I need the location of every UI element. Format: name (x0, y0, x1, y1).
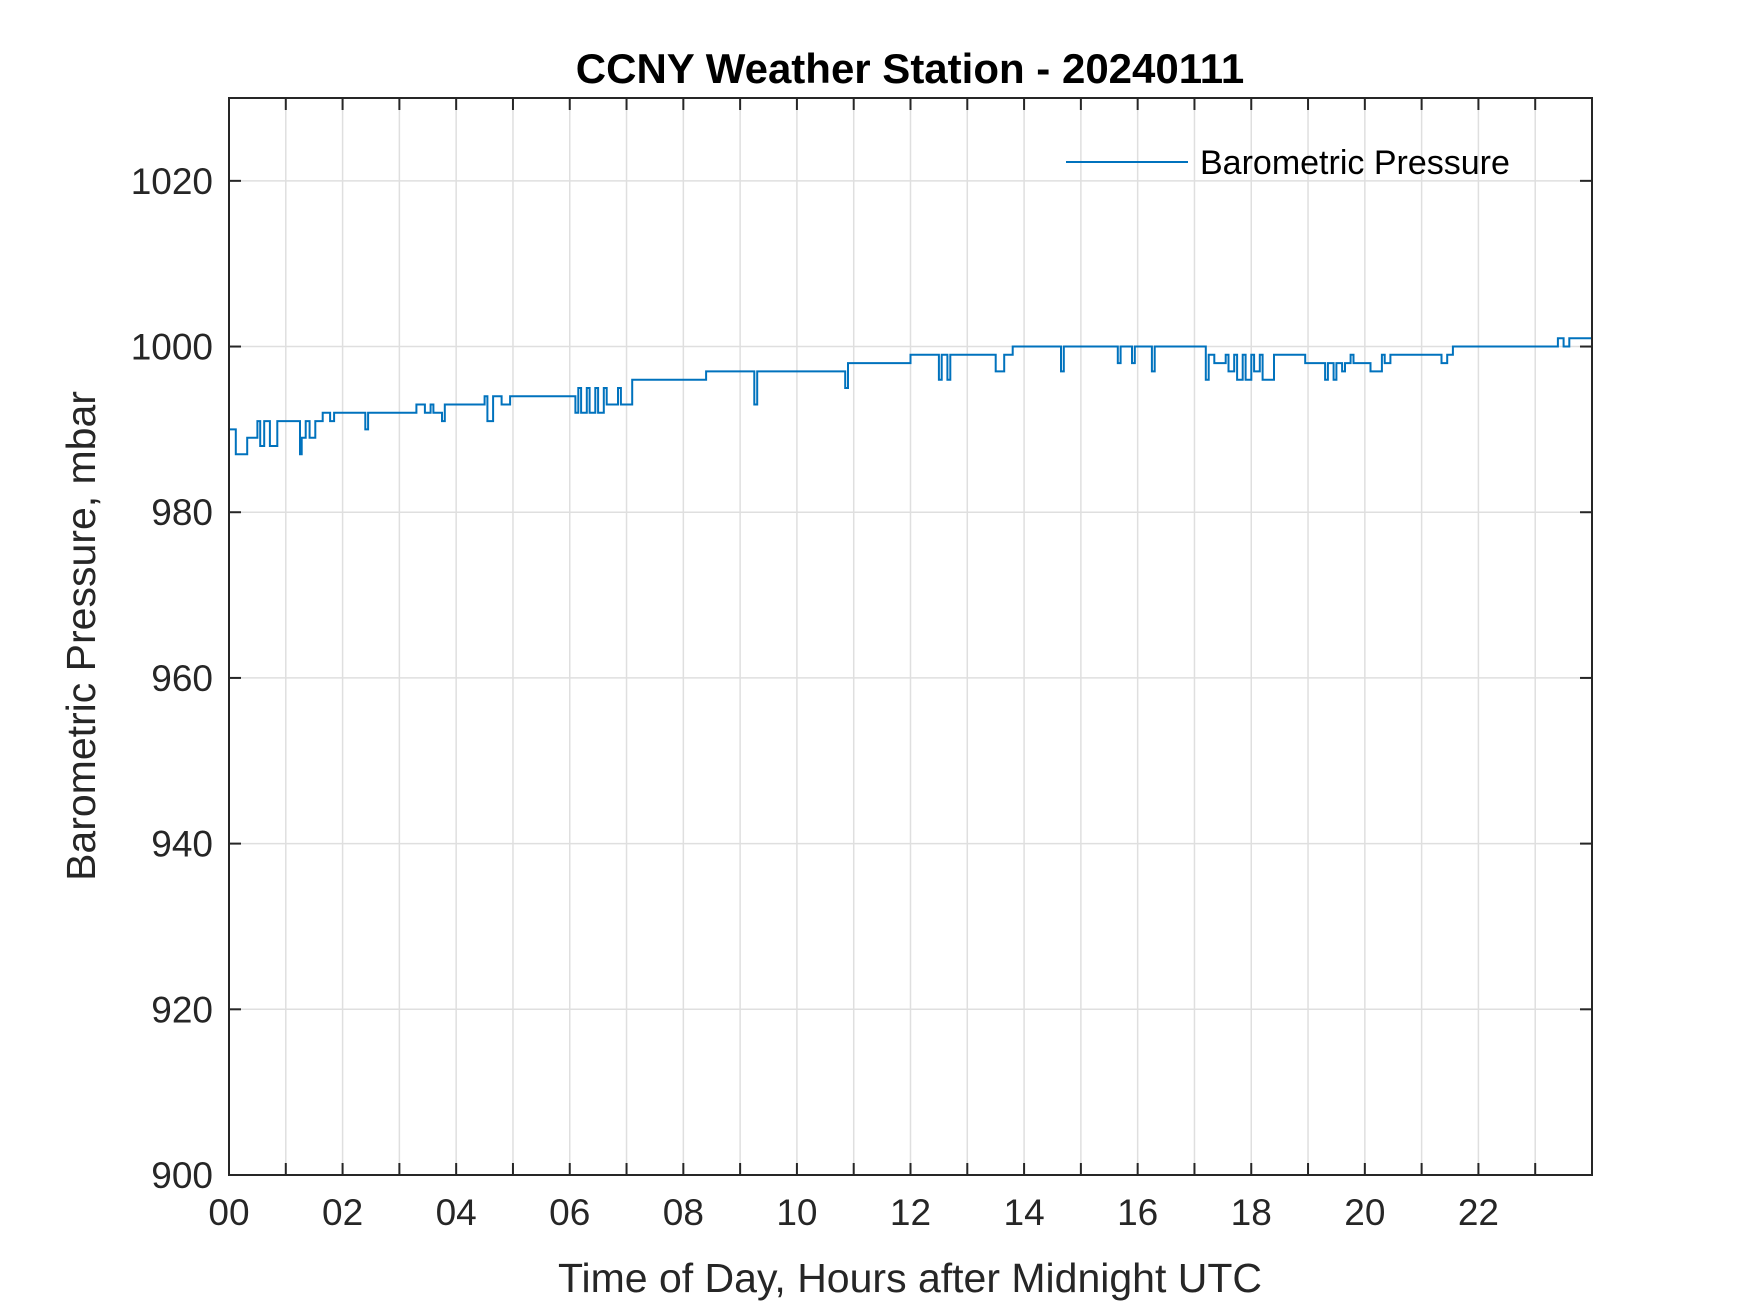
x-tick-label: 18 (1231, 1192, 1272, 1233)
x-tick-label: 12 (890, 1192, 931, 1233)
chart-title: CCNY Weather Station - 20240111 (576, 45, 1244, 92)
x-tick-label: 02 (322, 1192, 363, 1233)
y-tick-labels: 900 920 940 960 980 1000 1020 (131, 161, 213, 1196)
y-tick-label: 960 (151, 658, 213, 699)
y-axis-label: Barometric Pressure, mbar (58, 391, 104, 881)
series-line-barometric-pressure (229, 337, 1592, 456)
tick-marks (229, 98, 1592, 1175)
y-tick-label: 920 (151, 989, 213, 1030)
x-tick-label: 06 (549, 1192, 590, 1233)
x-tick-labels: 00 02 04 06 08 10 12 14 16 18 20 22 (208, 1192, 1499, 1233)
legend: Barometric Pressure (1066, 144, 1510, 182)
legend-label: Barometric Pressure (1200, 144, 1510, 182)
y-tick-label: 1000 (131, 327, 213, 368)
grid-lines (229, 98, 1592, 1175)
x-tick-label: 14 (1004, 1192, 1045, 1233)
y-tick-label: 940 (151, 824, 213, 865)
x-tick-label: 08 (663, 1192, 704, 1233)
x-axis-label: Time of Day, Hours after Midnight UTC (558, 1255, 1262, 1301)
x-tick-label: 16 (1117, 1192, 1158, 1233)
y-tick-label: 980 (151, 492, 213, 533)
x-tick-label: 00 (208, 1192, 249, 1233)
series-layer (229, 337, 1592, 456)
x-tick-label: 10 (776, 1192, 817, 1233)
x-tick-label: 04 (436, 1192, 477, 1233)
x-tick-label: 20 (1344, 1192, 1385, 1233)
y-tick-label: 1020 (131, 161, 213, 202)
x-tick-label: 22 (1458, 1192, 1499, 1233)
y-tick-label: 900 (151, 1155, 213, 1196)
